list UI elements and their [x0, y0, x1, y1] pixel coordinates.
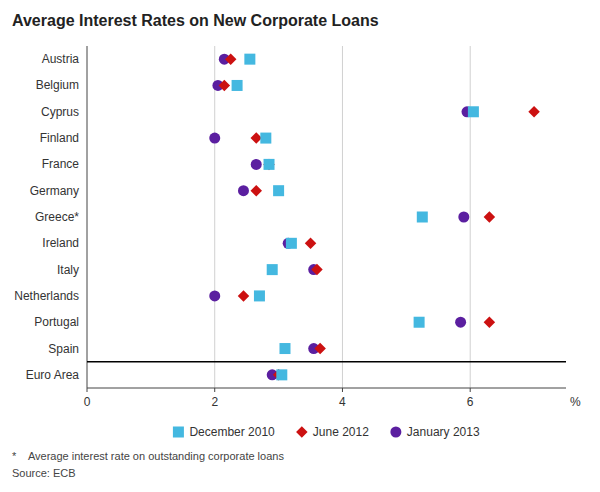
series [232, 54, 479, 381]
dot [311, 264, 323, 276]
grid-line [214, 46, 215, 388]
dot [238, 185, 249, 196]
x-tick-label: 0 [84, 395, 91, 409]
annotation: Source: ECB [12, 467, 76, 479]
dot [276, 369, 287, 380]
dot [232, 80, 243, 91]
chart: Average Interest Rates on New Corporate … [0, 0, 600, 492]
y-tick-label: Portugal [34, 315, 79, 329]
annotation: * Average interest rate on outstanding c… [12, 450, 284, 462]
dot [484, 316, 496, 328]
y-tick-label: Euro Area [26, 368, 80, 382]
grid [215, 46, 470, 388]
y-axis-line [87, 46, 88, 388]
grid-line [470, 46, 471, 388]
dot [468, 106, 479, 117]
dot [244, 54, 255, 65]
grid-line [342, 46, 343, 388]
y-tick-label: Ireland [42, 236, 79, 250]
y-tick-label: Spain [48, 342, 79, 356]
separator [87, 361, 566, 363]
dot [417, 212, 428, 223]
x-axis-label: % [570, 395, 581, 409]
dot [286, 238, 297, 249]
dot [250, 132, 262, 144]
dot [209, 290, 220, 301]
series [219, 53, 540, 380]
legend-symbol [390, 427, 401, 438]
y-tick-label: Belgium [36, 78, 79, 92]
dot [264, 159, 275, 170]
dot [458, 212, 469, 223]
dot [305, 238, 317, 250]
y-tick-label: Austria [42, 52, 80, 66]
x-tick [342, 388, 343, 392]
dot [219, 80, 231, 92]
y-tick-labels: Austria Belgium Cyprus Finland France Germany… [14, 52, 79, 382]
dot [455, 317, 466, 328]
legend-symbol [296, 426, 308, 438]
background [0, 0, 600, 492]
dot [225, 53, 237, 65]
dot [254, 290, 265, 301]
title: Average Interest Rates on New Corporate … [12, 12, 379, 29]
legend-symbol [173, 427, 184, 438]
y-tick-label: Cyprus [41, 105, 79, 119]
legend-label: December 2010 [189, 425, 275, 439]
y-tick-label: Germany [30, 184, 79, 198]
dot [250, 185, 262, 197]
legend: December 2010 June 2012 January 2013 [173, 425, 480, 439]
x-axis-line [87, 388, 566, 389]
x-tick-label: 6 [467, 395, 474, 409]
x-ticks: 0 2 4 6 [84, 388, 474, 409]
x-tick [214, 388, 215, 392]
marks [209, 53, 540, 380]
series [209, 54, 472, 381]
x-tick [87, 388, 88, 392]
dot [263, 159, 275, 171]
dot [414, 317, 425, 328]
dot [260, 133, 271, 144]
legend-label: January 2013 [407, 425, 480, 439]
legend-label: June 2012 [313, 425, 369, 439]
y-tick-label: Greece* [35, 210, 79, 224]
dot [314, 343, 326, 355]
dot [251, 159, 262, 170]
y-tick-label: France [42, 157, 80, 171]
dot [484, 211, 496, 223]
dot [528, 106, 540, 118]
y-tick-label: Finland [40, 131, 79, 145]
y-tick-label: Italy [57, 263, 79, 277]
dot [238, 290, 250, 302]
x-tick-label: 4 [339, 395, 346, 409]
dot [279, 343, 290, 354]
dot [273, 185, 284, 196]
dot [209, 133, 220, 144]
dot [267, 264, 278, 275]
x-tick-label: 2 [211, 395, 218, 409]
x-tick [470, 388, 471, 392]
y-tick-label: Netherlands [14, 289, 79, 303]
